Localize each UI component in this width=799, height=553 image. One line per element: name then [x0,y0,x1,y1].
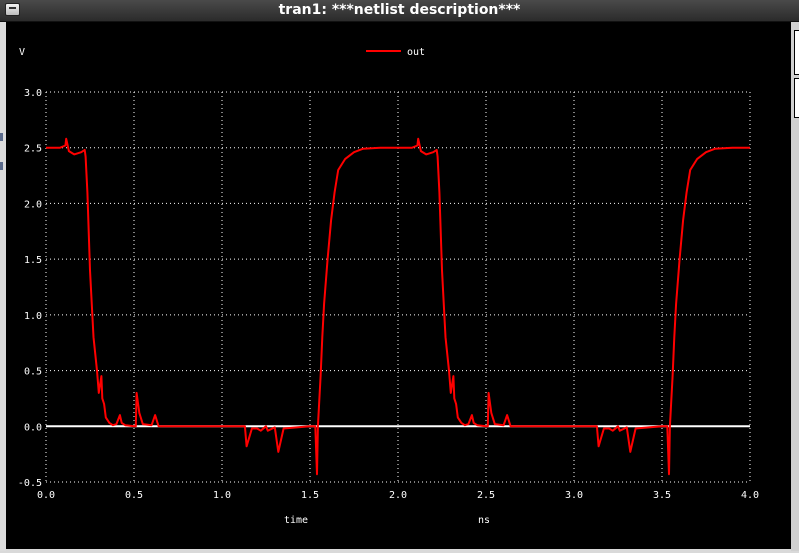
y-tick-label: 2.0 [24,199,42,210]
series-layer [46,137,750,476]
edge-marker [0,133,3,141]
window-title: tran1: ***netlist description*** [278,2,521,18]
side-panel-box[interactable] [794,30,799,75]
y-tick-label: 0.0 [24,422,42,433]
y-tick-label: -0.5 [18,478,42,489]
edge-marker [0,162,3,170]
x-tick-label: 2.5 [477,490,495,501]
x-axis-label: time [284,515,308,526]
plot-area: 0.0 0.5 1.0 1.5 2.0 2.5 3.0 3.5 4.0 -0.5 0.0 0.5 1.0… [6,22,793,549]
y-tick-label: 1.0 [24,311,42,322]
y-axis-label: V [19,47,25,58]
series-line-out [46,137,750,476]
x-tick-label: 1.0 [213,490,231,501]
chart-svg: 0.0 0.5 1.0 1.5 2.0 2.5 3.0 3.5 4.0-0.50.00.51.0… [18,47,759,526]
y-tick-label: 2.5 [24,144,42,155]
x-tick-label: 2.0 [389,490,407,501]
x-tick-label: 3.0 [565,490,583,501]
legend-label-out: out [407,47,425,58]
minus-icon [9,7,16,9]
y-tick-label: 3.0 [24,88,42,99]
window-menu-button[interactable] [5,3,20,16]
side-panel-box[interactable] [794,78,799,118]
y-tick-label: 1.5 [24,255,42,266]
x-tick-label: 3.5 [653,490,671,501]
window-titlebar: tran1: ***netlist description*** [0,0,799,22]
right-side-panel [791,22,799,551]
left-window-edge [0,22,6,551]
x-tick-label: 0.5 [125,490,143,501]
x-tick-label: 0.0 [37,490,55,501]
x-tick-label: 1.5 [301,490,319,501]
x-axis-unit: ns [478,515,490,526]
y-tick-label: 0.5 [24,367,42,378]
x-tick-label: 4.0 [741,490,759,501]
tick-label-layer: 0.0 0.5 1.0 1.5 2.0 2.5 3.0 3.5 4.0-0.50.00.51.0… [18,88,759,501]
